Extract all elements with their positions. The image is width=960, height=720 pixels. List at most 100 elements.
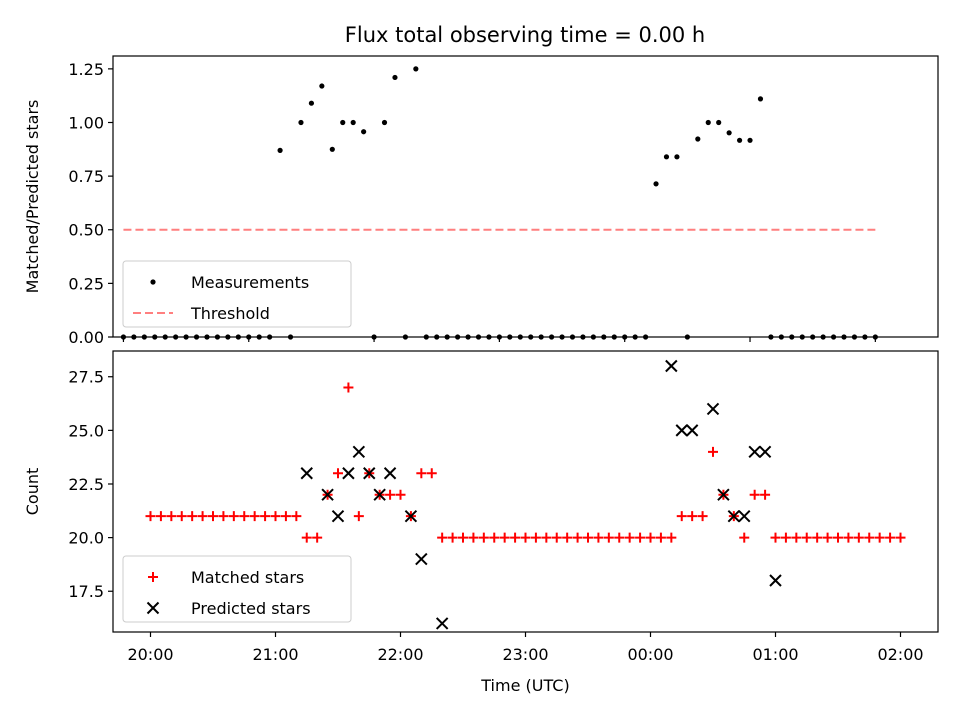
series-matched-stars-point bbox=[645, 532, 656, 543]
y-tick-label: 0.75 bbox=[68, 167, 104, 186]
y-tick-label: 1.00 bbox=[68, 113, 104, 132]
legend-entry-threshold-label: Threshold bbox=[190, 304, 270, 323]
series-predicted-stars-point bbox=[435, 617, 449, 630]
count-panel: 17.5 20.0 22.5 25.0 27.5 20:00 21:00 22:00 23:00… bbox=[23, 350, 939, 695]
series-predicted-stars bbox=[300, 359, 782, 630]
y-tick-label: 17.5 bbox=[68, 582, 104, 601]
series-matched-stars-point bbox=[197, 511, 208, 522]
series-matched-stars-point bbox=[312, 532, 323, 543]
series-predicted-stars-point bbox=[758, 445, 772, 459]
series-matched-stars-point bbox=[895, 532, 906, 543]
series-matched-stars-point bbox=[499, 532, 510, 543]
x-tick-label: 22:00 bbox=[377, 645, 423, 664]
series-measurements-point bbox=[663, 154, 670, 160]
series-matched-stars-point bbox=[666, 532, 677, 543]
legend-box bbox=[122, 555, 352, 623]
series-matched-stars-point bbox=[739, 532, 750, 543]
series-matched-stars-point bbox=[489, 532, 500, 543]
series-measurements-point bbox=[705, 119, 711, 126]
series-matched-stars-point bbox=[583, 532, 593, 543]
legend-entry-predicted-stars-swatch-point bbox=[146, 601, 160, 615]
series-matched-stars bbox=[145, 382, 906, 543]
y-axis-label: Count bbox=[23, 468, 42, 516]
series-matched-stars-point bbox=[447, 532, 458, 543]
series-measurements-point bbox=[674, 154, 680, 160]
series-predicted-stars-point bbox=[342, 467, 355, 480]
ratio-panel: 0.00 0.25 0.50 0.75 1.00 1.25 Matched/Predicte… bbox=[23, 55, 939, 347]
series-matched-stars-point bbox=[593, 532, 604, 543]
legend-entry-matched-stars-swatch-point bbox=[148, 572, 158, 582]
series-matched-stars-point bbox=[603, 532, 614, 543]
series-measurements-point bbox=[736, 137, 743, 143]
series-matched-stars-point bbox=[510, 532, 521, 543]
series-matched-stars-point bbox=[572, 532, 583, 543]
x-tick-label: 01:00 bbox=[752, 645, 798, 664]
series-measurements-point bbox=[392, 74, 398, 81]
legend-entry-measurements: Measurements bbox=[150, 273, 309, 292]
series-predicted-stars-point bbox=[415, 552, 428, 566]
y-tick-label: 1.25 bbox=[68, 60, 104, 79]
series-predicted-stars-point bbox=[748, 445, 761, 459]
series-measurements-point bbox=[757, 96, 764, 102]
series-predicted-stars-point bbox=[717, 488, 730, 501]
series-matched-stars-point bbox=[760, 489, 771, 500]
legend-entry-measurements-label: Measurements bbox=[191, 273, 309, 292]
series-measurements-point bbox=[413, 66, 419, 72]
series-measurements-point bbox=[747, 137, 753, 143]
y-tick-label: 22.5 bbox=[68, 475, 104, 494]
legend-entry-matched-stars: Matched stars bbox=[148, 568, 304, 587]
series-predicted-stars-point bbox=[321, 488, 334, 501]
series-matched-stars-point bbox=[874, 532, 885, 543]
x-tick-label: 02:00 bbox=[877, 645, 923, 664]
series-matched-stars-point bbox=[385, 489, 396, 500]
series-measurements-point bbox=[319, 83, 325, 89]
series-matched-stars-point bbox=[562, 532, 573, 543]
series-matched-stars-point bbox=[676, 511, 687, 522]
series-predicted-stars-point bbox=[727, 509, 741, 523]
series-matched-stars-point bbox=[697, 511, 708, 522]
y-tick-label: 0.50 bbox=[68, 221, 104, 240]
series-measurements-point bbox=[350, 119, 356, 126]
series-matched-stars-point bbox=[353, 511, 364, 522]
series-matched-stars-point bbox=[176, 511, 187, 522]
series-matched-stars-point bbox=[468, 532, 479, 543]
legend-entry-predicted-stars-label: Predicted stars bbox=[191, 599, 311, 618]
series-matched-stars-point bbox=[708, 446, 718, 457]
series-matched-stars-point bbox=[478, 532, 489, 543]
series-measurements-point bbox=[298, 119, 304, 126]
series-predicted-stars-point bbox=[331, 509, 345, 523]
y-axis-label: Matched/Predicted stars bbox=[23, 100, 42, 294]
series-matched-stars-point bbox=[239, 511, 250, 522]
series-predicted-stars-point bbox=[769, 574, 782, 587]
series-matched-stars-point bbox=[260, 511, 271, 522]
legend-entry-threshold: Threshold bbox=[133, 304, 270, 323]
series-matched-stars-point bbox=[166, 511, 177, 522]
x-axis-label: Time (UTC) bbox=[480, 676, 569, 695]
legend-entry-measurements-swatch-point bbox=[150, 279, 156, 285]
x-tick-label: 20:00 bbox=[127, 645, 173, 664]
series-matched-stars-point bbox=[864, 532, 875, 543]
series-predicted-stars-point bbox=[383, 467, 397, 480]
series-matched-stars-point bbox=[270, 511, 281, 522]
series-matched-stars-point bbox=[770, 532, 781, 543]
series-matched-stars-point bbox=[635, 532, 646, 543]
series-matched-stars-point bbox=[145, 511, 156, 522]
series-matched-stars-point bbox=[458, 532, 468, 543]
series-matched-stars-point bbox=[843, 532, 854, 543]
series-matched-stars-point bbox=[187, 511, 198, 522]
series-predicted-stars-point bbox=[675, 424, 688, 437]
series-matched-stars-point bbox=[801, 532, 812, 543]
series-matched-stars-point bbox=[655, 532, 666, 543]
legend-entry-matched-stars-label: Matched stars bbox=[191, 568, 304, 587]
y-tick-label: 20.0 bbox=[68, 529, 104, 548]
series-matched-stars-point bbox=[551, 532, 562, 543]
legend-box bbox=[122, 260, 352, 328]
series-matched-stars-point bbox=[416, 468, 427, 479]
series-matched-stars-point bbox=[530, 532, 541, 543]
series-matched-stars-point bbox=[395, 489, 406, 500]
series-matched-stars-point bbox=[833, 532, 843, 543]
legend: Measurements Threshold bbox=[122, 260, 352, 328]
legend-entry-predicted-stars: Predicted stars bbox=[146, 599, 311, 618]
series-measurements-point bbox=[653, 181, 659, 187]
series-predicted-stars-point bbox=[300, 467, 313, 480]
